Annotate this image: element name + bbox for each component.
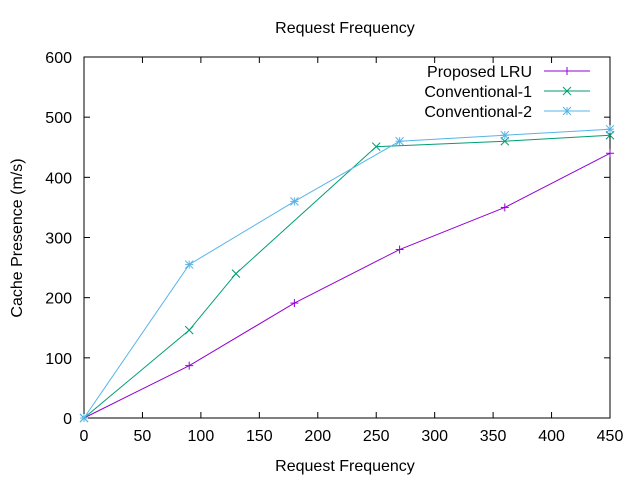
x-tick-label: 200 (304, 428, 331, 445)
data-point-proposed-lru (395, 245, 404, 254)
legend-label-proposed-lru: Proposed LRU (427, 64, 532, 81)
plot-area: 0 50 100 150 200 250 300 350 400 450 0 100 200 300 400… (45, 50, 623, 445)
y-tick-label: 300 (45, 231, 72, 248)
y-tick-label: 600 (45, 50, 72, 67)
data-point-conventional-2 (395, 136, 404, 146)
y-tick-label: 0 (63, 411, 72, 428)
legend: Proposed LRU Conventional-1 Conventional-2 (424, 64, 590, 121)
series-line-conventional-1 (83, 134, 611, 419)
data-point-proposed-lru (290, 299, 299, 308)
legend-label-conventional-2: Conventional-2 (424, 104, 532, 121)
y-tick-label: 500 (45, 110, 72, 127)
y-tick-label: 100 (45, 351, 72, 368)
data-point-conventional-2 (184, 260, 194, 269)
y-tick-label: 400 (45, 170, 72, 187)
y-axis-label: Cache Presence (m/s) (9, 158, 26, 317)
data-point-conventional-1 (184, 325, 194, 335)
x-tick-label: 100 (188, 428, 215, 445)
data-point-conventional-2 (290, 197, 299, 206)
data-point-conventional-2 (605, 124, 615, 134)
y-tick-label: 200 (45, 291, 72, 308)
data-point-conventional-2 (79, 413, 89, 423)
x-tick-label: 400 (538, 428, 565, 445)
legend-label-conventional-1: Conventional-1 (424, 84, 532, 101)
x-tick-label: 450 (597, 428, 624, 445)
legend-marker-proposed-lru (563, 67, 571, 75)
chart-title: Request Frequency (275, 20, 415, 37)
series-line-conventional-2 (83, 128, 611, 419)
data-point-conventional-2 (500, 130, 510, 140)
data-point-proposed-lru (185, 361, 194, 370)
x-tick-label: 300 (421, 428, 448, 445)
x-axis-label: Request Frequency (275, 458, 415, 475)
legend-marker-conventional-1 (562, 86, 572, 96)
data-point-conventional-1 (231, 269, 241, 278)
data-point-proposed-lru (606, 149, 614, 158)
x-tick-label: 50 (134, 428, 152, 445)
x-tick-label: 250 (363, 428, 390, 445)
legend-marker-conventional-2 (562, 106, 572, 116)
data-point-conventional-1 (371, 142, 381, 152)
x-tick-label: 0 (80, 428, 89, 445)
series-line-proposed-lru (83, 152, 611, 419)
data-point-proposed-lru (500, 203, 509, 212)
x-tick-label: 150 (246, 428, 273, 445)
x-tick-label: 350 (480, 428, 507, 445)
